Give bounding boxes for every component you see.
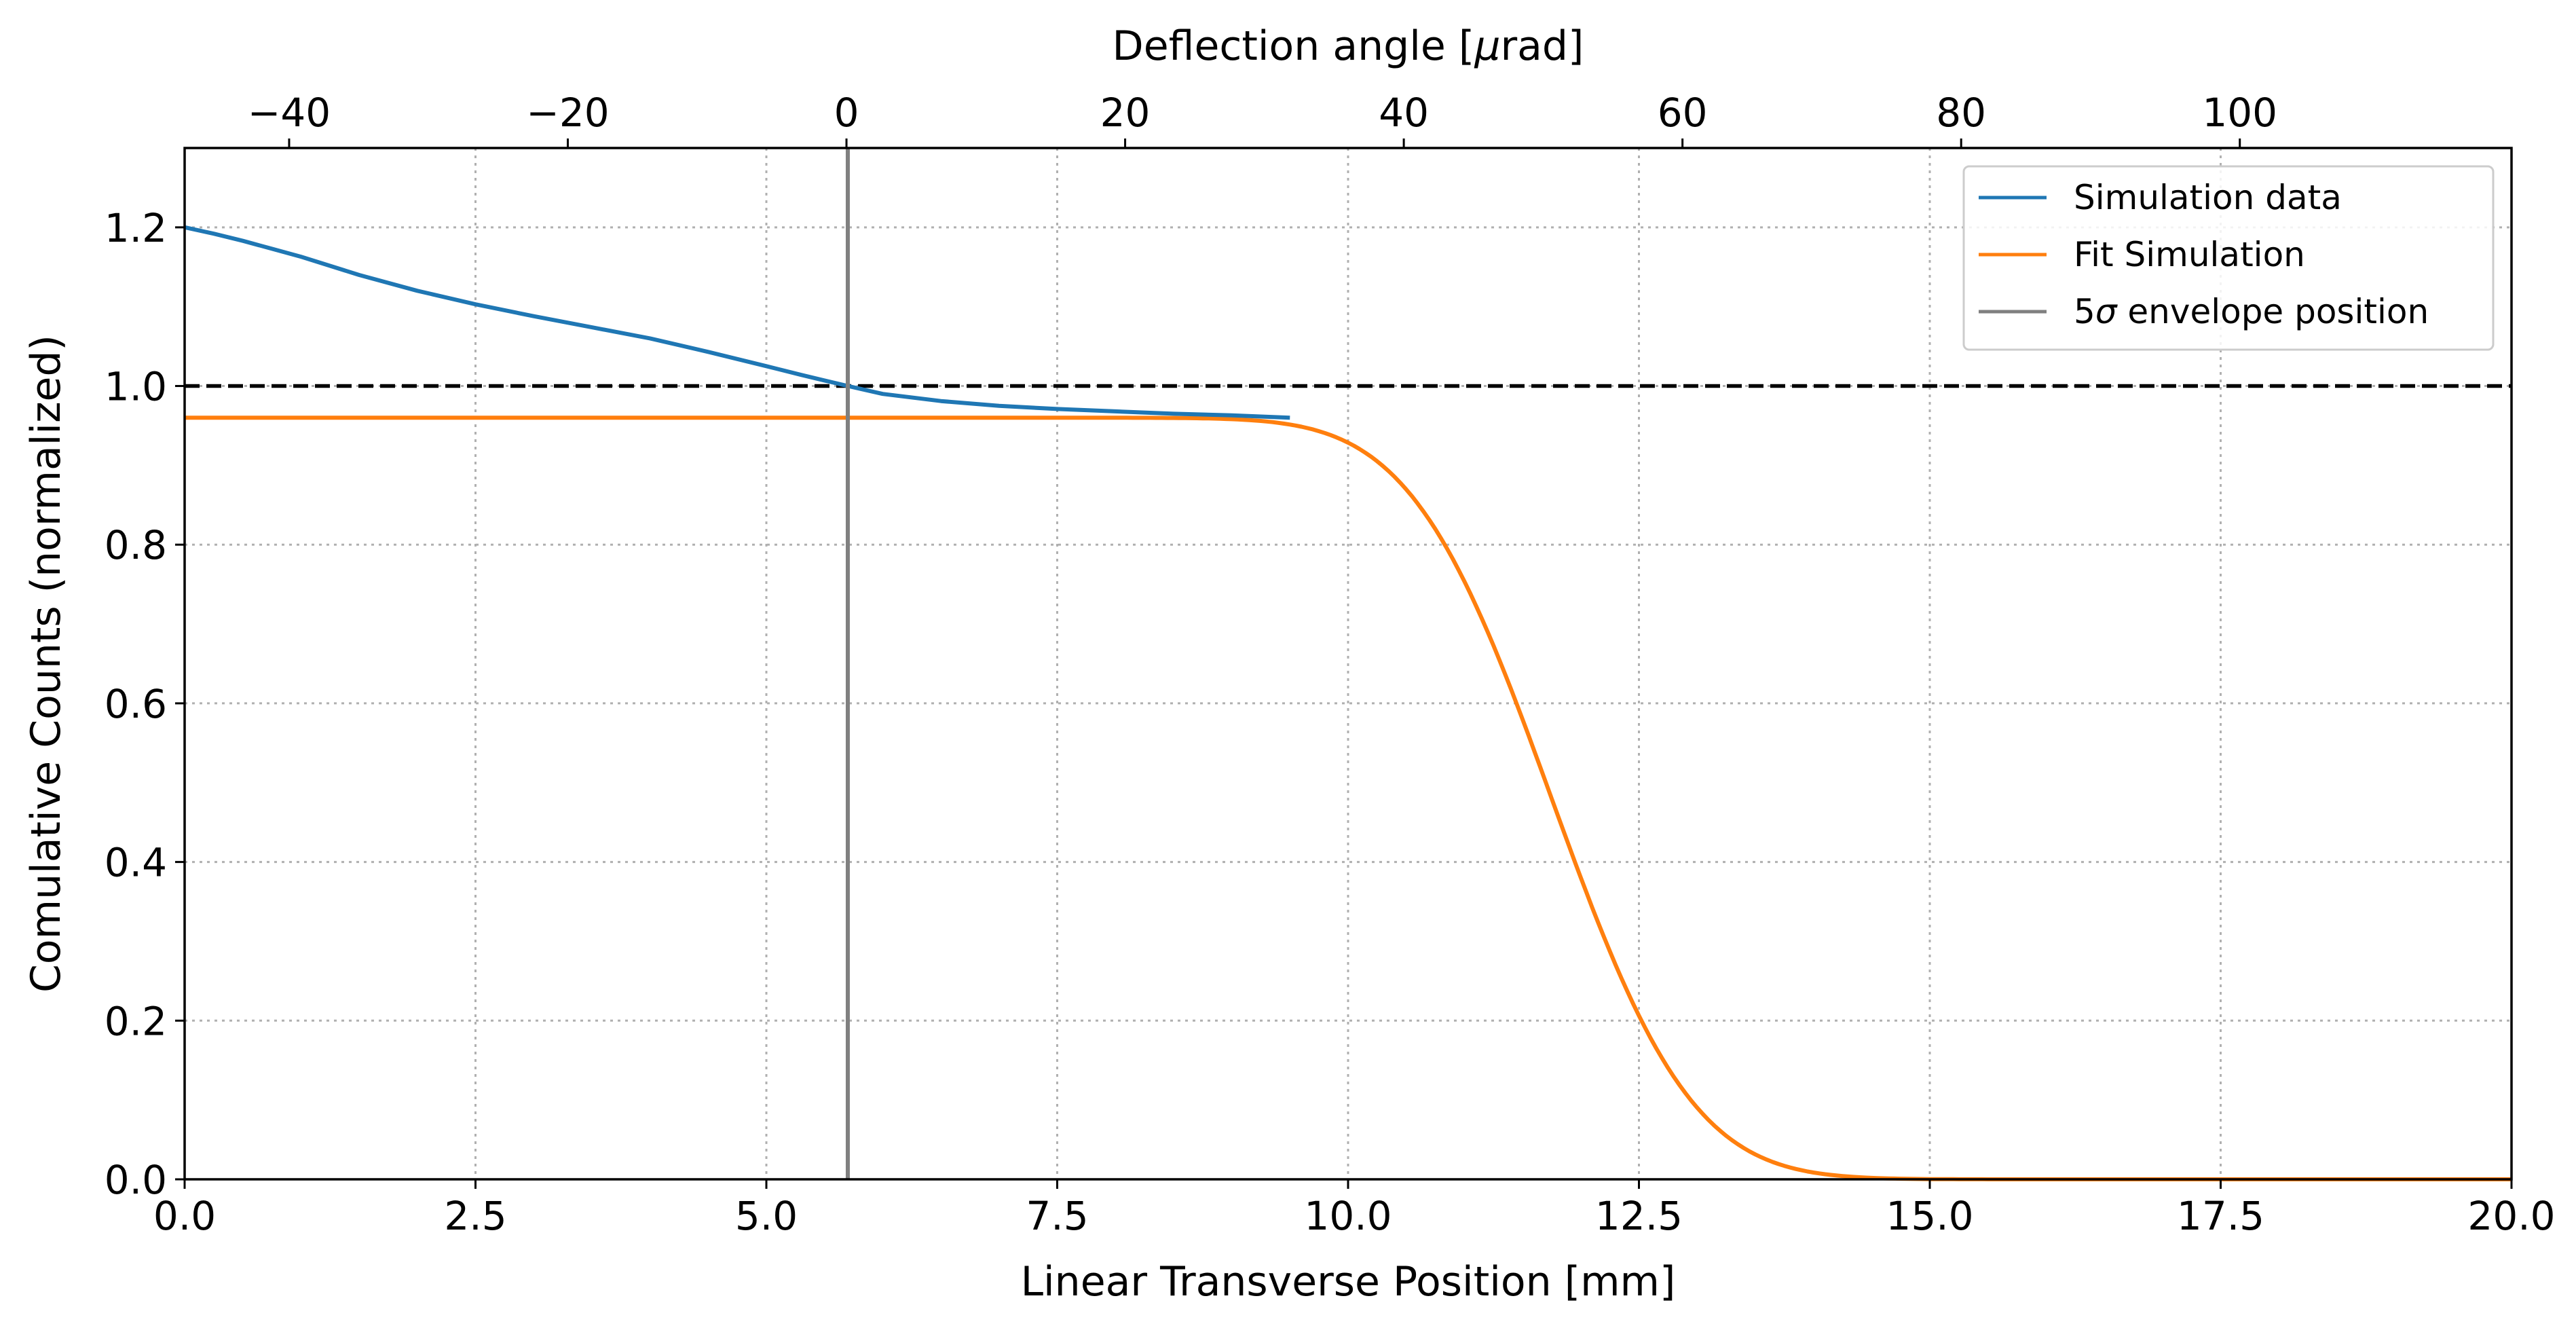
x-tick-label-7: 17.5 [2177, 1193, 2264, 1239]
y-tick-label-1: 0.2 [105, 998, 167, 1044]
x-tick-label-0: 0.0 [153, 1193, 216, 1239]
x-tick-label-3: 7.5 [1026, 1193, 1088, 1239]
x-tick-label-4: 10.0 [1304, 1193, 1392, 1239]
x-tick-label-5: 12.5 [1595, 1193, 1683, 1239]
x-axis-label: Linear Transverse Position [mm] [1021, 1258, 1676, 1306]
y-tick-label-4: 0.8 [105, 522, 167, 568]
top-axis-label: Deflection angle [μrad] [1113, 22, 1584, 70]
legend: Simulation data Fit Simulation 5σ envelo… [1962, 165, 2495, 351]
top-tick-label-7: 100 [2202, 90, 2277, 136]
top-axis-label-prefix: Deflection angle [ [1113, 22, 1475, 70]
y-tick-label-0: 0.0 [105, 1157, 167, 1203]
x-tick-label-2: 5.0 [735, 1193, 798, 1239]
y-axis-ticks: 0.0 0.2 0.4 0.6 0.8 1.0 1.2 [105, 205, 185, 1203]
top-tick-label-1: −20 [526, 90, 609, 136]
top-tick-label-2: 0 [834, 90, 859, 136]
legend-label-fit-simulation: Fit Simulation [2074, 235, 2305, 274]
legend-label-envelope-sigma: σ [2095, 292, 2118, 331]
series-line-simulation-data [184, 225, 1290, 420]
x-tick-label-8: 20.0 [2467, 1193, 2555, 1239]
x-tick-label-6: 15.0 [1886, 1193, 1973, 1239]
top-tick-label-5: 60 [1658, 90, 1708, 136]
top-axis-label-mu: μ [1474, 22, 1500, 70]
top-tick-label-6: 80 [1936, 90, 1986, 136]
top-axis-label-suffix: rad] [1501, 22, 1584, 70]
y-axis-label: Comulative Counts (normalized) [22, 335, 70, 993]
top-tick-label-3: 20 [1100, 90, 1151, 136]
top-axis-ticks: −40 −20 0 20 40 60 80 100 [248, 90, 2277, 148]
legend-label-simulation-data: Simulation data [2074, 178, 2342, 217]
grid [185, 148, 2512, 1179]
x-tick-label-1: 2.5 [444, 1193, 506, 1239]
legend-label-envelope-position: 5σ envelope position [2074, 292, 2429, 331]
y-tick-label-3: 0.6 [105, 681, 167, 727]
legend-label-envelope-suffix: envelope position [2117, 292, 2429, 331]
top-tick-label-4: 40 [1379, 90, 1429, 136]
y-tick-label-5: 1.0 [105, 364, 167, 410]
y-tick-label-6: 1.2 [105, 205, 167, 251]
y-tick-label-2: 0.4 [105, 840, 167, 886]
legend-label-envelope-prefix: 5 [2074, 292, 2095, 331]
top-tick-label-0: −40 [248, 90, 331, 136]
x-axis-ticks: 0.0 2.5 5.0 7.5 10.0 12.5 15.0 17.5 20.0 [153, 1179, 2556, 1239]
legend-box [1962, 165, 2495, 351]
